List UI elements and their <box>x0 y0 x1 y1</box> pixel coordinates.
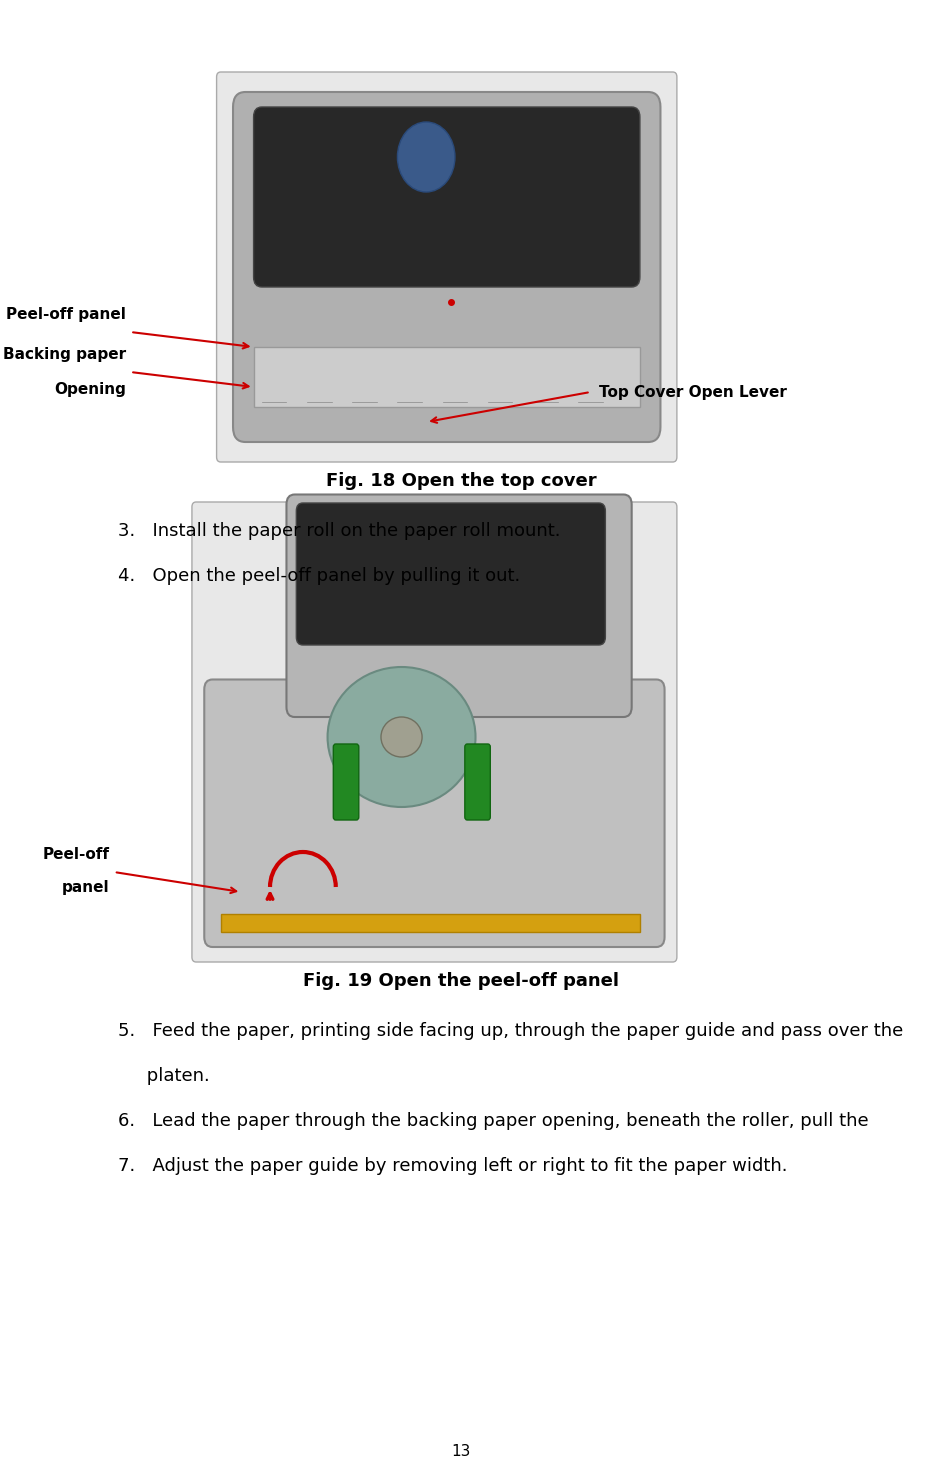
Text: 5.   Feed the paper, printing side facing up, through the paper guide and pass o: 5. Feed the paper, printing side facing … <box>118 1022 902 1040</box>
FancyBboxPatch shape <box>204 679 664 947</box>
Ellipse shape <box>380 716 422 758</box>
Text: Fig. 18 Open the top cover: Fig. 18 Open the top cover <box>326 473 596 490</box>
Text: 3.   Install the paper roll on the paper roll mount.: 3. Install the paper roll on the paper r… <box>118 521 560 541</box>
Text: Peel-off panel: Peel-off panel <box>7 307 126 322</box>
Text: 13: 13 <box>451 1445 470 1459</box>
Text: Fig. 19 Open the peel-off panel: Fig. 19 Open the peel-off panel <box>303 972 618 990</box>
FancyBboxPatch shape <box>296 504 605 645</box>
FancyBboxPatch shape <box>233 92 660 442</box>
Text: Top Cover Open Lever: Top Cover Open Lever <box>598 384 785 399</box>
FancyBboxPatch shape <box>333 744 359 820</box>
FancyBboxPatch shape <box>253 106 639 287</box>
Text: 7.   Adjust the paper guide by removing left or right to fit the paper width.: 7. Adjust the paper guide by removing le… <box>118 1156 786 1176</box>
Bar <box>253 347 639 408</box>
Text: 4.   Open the peel-off panel by pulling it out.: 4. Open the peel-off panel by pulling it… <box>118 567 519 585</box>
FancyBboxPatch shape <box>192 502 676 962</box>
FancyBboxPatch shape <box>464 744 490 820</box>
Ellipse shape <box>328 668 475 806</box>
Bar <box>221 914 639 932</box>
Text: platen.: platen. <box>118 1066 210 1086</box>
FancyBboxPatch shape <box>216 72 676 462</box>
Text: Backing paper: Backing paper <box>3 347 126 362</box>
Text: 6.   Lead the paper through the backing paper opening, beneath the roller, pull : 6. Lead the paper through the backing pa… <box>118 1112 868 1130</box>
Text: Peel-off: Peel-off <box>42 846 110 863</box>
Ellipse shape <box>397 123 454 192</box>
FancyBboxPatch shape <box>286 495 631 716</box>
Text: Opening: Opening <box>54 383 126 397</box>
Text: panel: panel <box>62 880 110 895</box>
